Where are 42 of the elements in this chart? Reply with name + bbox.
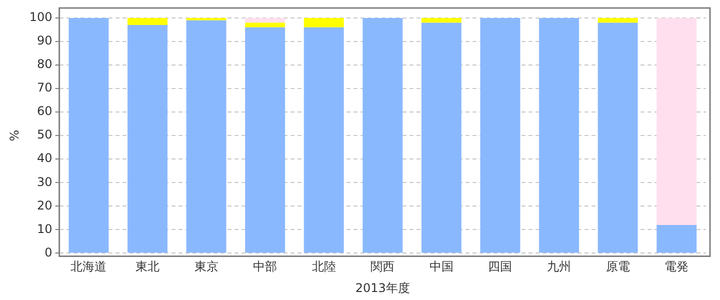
y-tick-label: 100 [29, 10, 52, 24]
y-tick-label: 50 [37, 128, 52, 142]
bar [186, 20, 226, 253]
bar [656, 18, 697, 225]
y-tick-label: 70 [37, 80, 52, 95]
x-tick-label: 原電 [606, 260, 630, 274]
x-axis-title: 2013年度 [355, 280, 410, 295]
x-tick-label: 電発 [664, 260, 689, 274]
bar [245, 22, 286, 28]
y-tick-label: 60 [37, 104, 52, 118]
bar [304, 18, 344, 28]
y-tick-label: 40 [37, 151, 52, 166]
y-axis-title: % [7, 130, 22, 142]
x-tick-label: 北陸 [312, 260, 336, 274]
bar [68, 18, 109, 253]
bar [656, 224, 697, 253]
bar [245, 27, 286, 253]
bar [304, 27, 344, 253]
bar [480, 18, 520, 253]
bar [362, 18, 403, 253]
y-tick-label: 20 [37, 198, 52, 212]
bar [421, 22, 462, 253]
bar [245, 18, 286, 23]
y-tick-label: 10 [37, 222, 52, 236]
y-tick-label: 30 [37, 174, 52, 189]
x-tick-label: 九州 [547, 260, 572, 274]
x-tick-label: 四国 [488, 260, 512, 274]
bar [539, 18, 580, 253]
bar [128, 25, 168, 253]
x-tick-label: 東北 [135, 260, 160, 274]
x-tick-label: 北海道 [70, 260, 107, 274]
y-tick-label: 80 [37, 57, 52, 72]
x-tick-label: 中部 [253, 260, 278, 274]
bar [128, 18, 168, 26]
x-tick-label: 東京 [194, 260, 218, 274]
bar [421, 18, 462, 23]
y-tick-label: 0 [44, 245, 52, 260]
x-tick-label: 中国 [429, 260, 454, 274]
x-tick-label: 関西 [370, 260, 395, 274]
y-tick-label: 90 [37, 34, 52, 48]
bar [598, 22, 638, 253]
bar [598, 18, 638, 23]
